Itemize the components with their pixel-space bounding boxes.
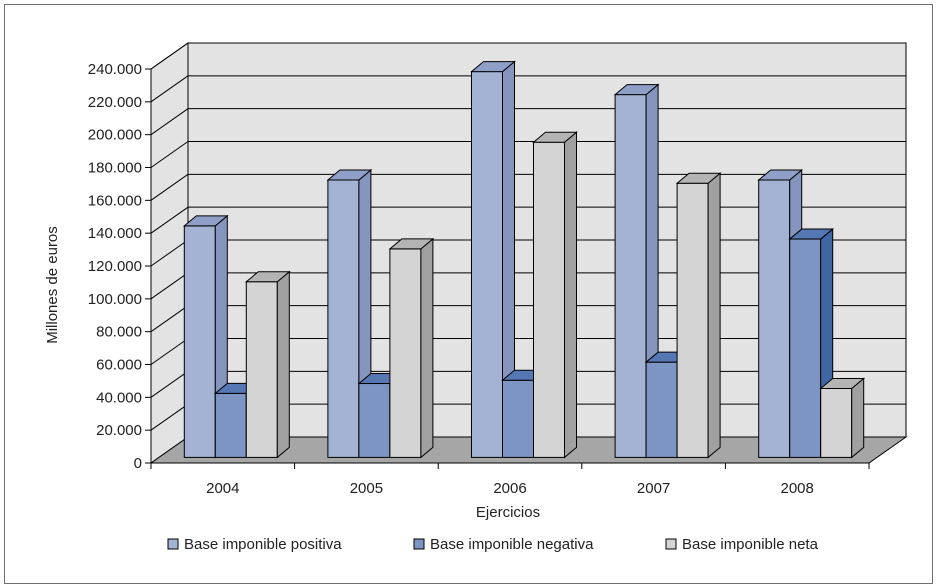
y-tick-label: 20.000 [96, 422, 142, 439]
bar-front [389, 248, 422, 458]
y-tick-label: 240.000 [88, 61, 142, 78]
bar-front [358, 383, 391, 458]
bar-top [470, 61, 516, 73]
y-tick-label: 200.000 [88, 127, 142, 144]
bar-front [645, 361, 678, 458]
bar [819, 377, 866, 459]
y-tick-label: 180.000 [88, 160, 142, 177]
y-tick-label: 100.000 [88, 291, 142, 308]
bar-front [614, 94, 647, 458]
y-tick-label: 80.000 [96, 324, 142, 341]
x-axis-title: Ejercicios [476, 504, 540, 521]
gridline-side [150, 141, 189, 168]
legend-swatch [413, 538, 425, 550]
y-tick-label: 0 [134, 455, 142, 472]
x-tick-label: 2006 [493, 480, 526, 497]
y-tick-label: 120.000 [88, 258, 142, 275]
y-tick-label: 60.000 [96, 357, 142, 374]
legend-swatch [167, 538, 179, 550]
bar-front [471, 71, 503, 458]
bar-front [789, 238, 822, 458]
legend-label: Base imponible negativa [430, 536, 594, 553]
bar-front [183, 225, 216, 458]
bar-front [820, 387, 853, 458]
x-tick-label: 2004 [206, 480, 239, 497]
bar-top [757, 169, 804, 181]
y-tick-label: 160.000 [88, 192, 142, 209]
bar-front [245, 281, 278, 458]
bar [532, 131, 578, 459]
legend-item: Base imponible neta [665, 536, 819, 553]
bar-front [533, 141, 565, 458]
bar-front [758, 179, 791, 458]
gridline-side [150, 206, 189, 234]
y-tick-label: 40.000 [96, 389, 142, 406]
bar-top [182, 215, 229, 227]
bar [470, 60, 516, 459]
gridline-side [150, 305, 189, 333]
legend: Base imponible positiva Base imponible ne… [167, 536, 819, 553]
legend-item: Base imponible negativa [413, 536, 594, 553]
bar-side [851, 377, 865, 459]
bar-front [327, 179, 360, 458]
bar-top [788, 228, 835, 240]
gridline-side [150, 403, 189, 431]
x-tick-label: 2008 [781, 480, 814, 497]
legend-swatch [665, 538, 677, 550]
bar-top [675, 172, 722, 184]
bar-top [244, 271, 291, 283]
bar-side [276, 270, 290, 459]
bar-side [707, 172, 721, 459]
y-tick-label: 140.000 [88, 225, 142, 242]
gridline-side [150, 338, 189, 365]
bar-front [676, 182, 709, 458]
gridline-side [150, 239, 189, 267]
bars [182, 60, 866, 459]
bar-front [502, 379, 534, 458]
bar-side [564, 131, 577, 459]
legend-label: Base imponible neta [682, 536, 819, 553]
tick-labels: 0 20.000 40.000 60.000 80.000 100.000 120.000 1… [88, 61, 814, 497]
bar [388, 237, 435, 459]
bar [244, 270, 291, 459]
x-tick-label: 2005 [350, 480, 383, 497]
gridline-side [150, 370, 189, 398]
bar-front [214, 392, 247, 458]
gridline-side [150, 75, 189, 103]
x-tick-label: 2007 [637, 480, 670, 497]
gridline-side [150, 42, 189, 70]
gridline-side [150, 108, 189, 136]
legend-item: Base imponible positiva [167, 536, 342, 553]
gridline-side [150, 272, 189, 300]
bar [675, 172, 722, 459]
bar-top [326, 169, 373, 181]
bar-side [420, 237, 434, 459]
y-axis-title: Millones de euros [44, 226, 61, 344]
bar-top [819, 377, 866, 389]
bar [182, 214, 229, 459]
gridline-side [150, 173, 189, 201]
y-tick-label: 220.000 [88, 94, 142, 111]
bar-top [388, 238, 435, 250]
legend-label: Base imponible positiva [184, 536, 342, 553]
bar-top [613, 84, 660, 96]
bar-top [532, 131, 578, 143]
axes [145, 68, 870, 469]
